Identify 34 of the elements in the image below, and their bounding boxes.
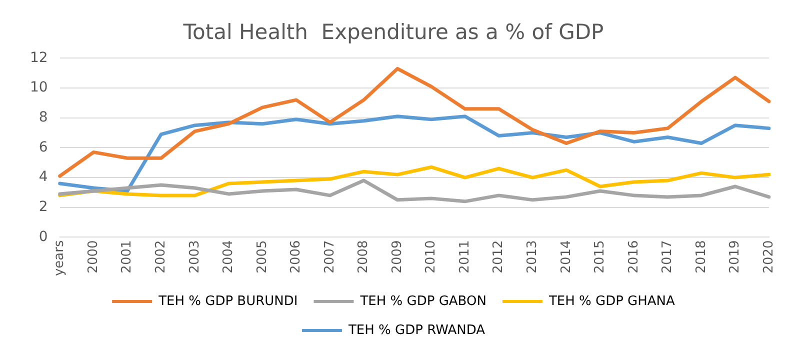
x-tick-label: 2020 <box>761 240 776 274</box>
x-tick-label: 2015 <box>592 240 608 274</box>
y-tick-label: 4 <box>38 169 48 186</box>
x-tick-label: 2006 <box>288 240 304 274</box>
x-tick-label: 2018 <box>694 240 709 274</box>
x-tick-label: 2001 <box>120 240 135 274</box>
x-tick-label: 2019 <box>728 240 743 274</box>
y-tick-label: 2 <box>38 199 48 216</box>
x-tick-label: 2016 <box>626 240 642 274</box>
x-tick-label: 2008 <box>356 240 372 274</box>
chart-title: Total Health Expenditure as a % of GDP <box>182 20 604 44</box>
x-tick-label: 2012 <box>491 240 506 274</box>
x-tick-label: 2007 <box>322 240 338 274</box>
legend-label: TEH % GDP RWANDA <box>347 322 486 338</box>
x-tick-label: 2003 <box>187 240 202 274</box>
legend-label: TEH % GDP GHANA <box>548 294 676 309</box>
x-tick-label: 2002 <box>154 240 168 274</box>
legend-label: TEH % GDP BURUNDI <box>158 294 298 309</box>
y-tick-label: 0 <box>38 228 48 245</box>
x-tick-label: 2005 <box>254 240 270 274</box>
x-tick-label: 2000 <box>86 240 101 274</box>
x-tick-label: 2010 <box>424 240 439 274</box>
x-tick-label: 2009 <box>390 240 405 274</box>
y-tick-label: 8 <box>38 110 48 126</box>
x-tick-label: 2004 <box>221 240 236 274</box>
y-tick-label: 10 <box>30 80 48 96</box>
legend-label: TEH % GDP GABON <box>359 294 486 309</box>
y-tick-label: 12 <box>30 50 48 66</box>
y-tick-label: 6 <box>38 139 48 156</box>
x-tick-label: 2014 <box>558 240 574 274</box>
x-tick-label: 2013 <box>524 240 540 274</box>
x-tick-label: years <box>52 240 68 276</box>
x-tick-label: 2011 <box>457 240 472 274</box>
x-tick-label: 2017 <box>660 240 676 274</box>
